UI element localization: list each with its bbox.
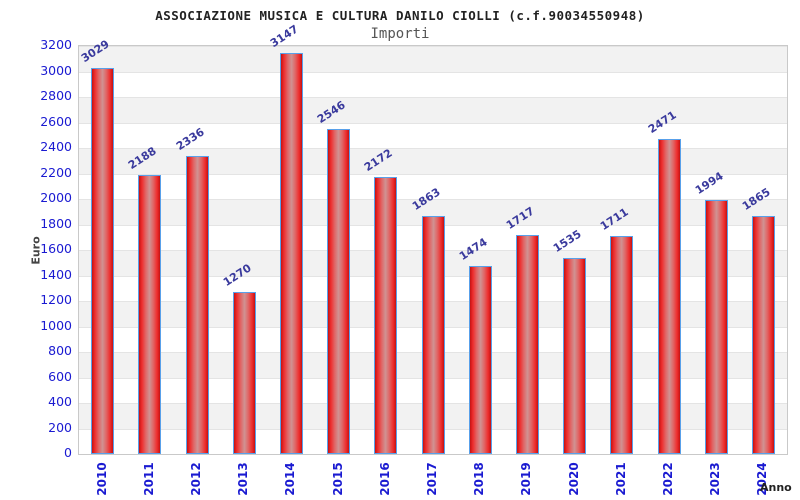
x-tick-label-2020: 2020: [566, 462, 581, 496]
x-tick-label-2015: 2015: [330, 462, 345, 496]
bar-2010: [91, 67, 115, 454]
x-tick-label-2014: 2014: [283, 462, 298, 496]
grid-band: [79, 71, 787, 97]
x-tick-label-2022: 2022: [661, 462, 675, 496]
chart-subtitle: Importi: [370, 26, 430, 42]
bar-2011: [138, 175, 162, 454]
x-tick-label-2018: 2018: [472, 462, 487, 496]
y-tick-label: 2800: [40, 88, 72, 103]
x-tick-label-2017: 2017: [425, 462, 439, 496]
x-tick-label-2011: 2011: [141, 462, 156, 496]
bar-2018: [468, 266, 492, 454]
bar-2016: [374, 177, 398, 454]
bar-2024: [751, 216, 775, 454]
y-tick-label: 2200: [40, 164, 72, 180]
bar-2012: [185, 156, 209, 454]
y-tick-label: 1000: [40, 317, 72, 333]
y-tick-label: 3200: [40, 37, 72, 52]
grid-band: [79, 97, 787, 123]
y-tick-label: 1400: [40, 266, 72, 282]
x-tick-label-2012: 2012: [189, 462, 203, 496]
plot-area: 3029 2188 2336 1270 3147 2546 2172 1863 1474 1717…: [78, 22, 788, 455]
bar-2017: [421, 216, 445, 454]
y-tick-label: 200: [48, 419, 72, 435]
x-tick-label-2021: 2021: [613, 462, 628, 496]
x-tick-label-2016: 2016: [377, 462, 392, 496]
x-tick-label-2010: 2010: [94, 462, 109, 496]
x-axis-label: Anno: [760, 481, 792, 494]
x-tick-label-2023: 2023: [708, 462, 723, 496]
y-tick-label: 1600: [40, 241, 72, 256]
bar-2014: [279, 52, 303, 454]
y-tick-label: 400: [48, 394, 72, 409]
x-tick-label-2013: 2013: [236, 462, 251, 496]
bar-2020: [563, 258, 587, 454]
bar-2021: [610, 235, 634, 454]
bar-2023: [704, 199, 728, 454]
y-tick-label: 800: [48, 343, 72, 358]
y-tick-label: 2600: [40, 113, 72, 129]
chart-title: ASSOCIAZIONE MUSICA E CULTURA DANILO CIO…: [155, 8, 645, 23]
x-tick-label-2019: 2019: [519, 462, 534, 496]
grid-band: [79, 46, 787, 72]
bar-2015: [327, 129, 351, 454]
y-tick-label: 0: [64, 445, 72, 460]
y-tick-label: 1200: [40, 292, 72, 307]
bar-2013: [232, 292, 256, 454]
bar-2019: [515, 235, 539, 454]
y-tick-label: 2000: [40, 190, 72, 205]
y-tick-label: 1800: [40, 215, 72, 231]
bar-2022: [657, 138, 681, 454]
y-tick-label: 3000: [40, 62, 72, 78]
y-tick-label: 600: [48, 368, 72, 384]
y-tick-label: 2400: [40, 139, 72, 154]
